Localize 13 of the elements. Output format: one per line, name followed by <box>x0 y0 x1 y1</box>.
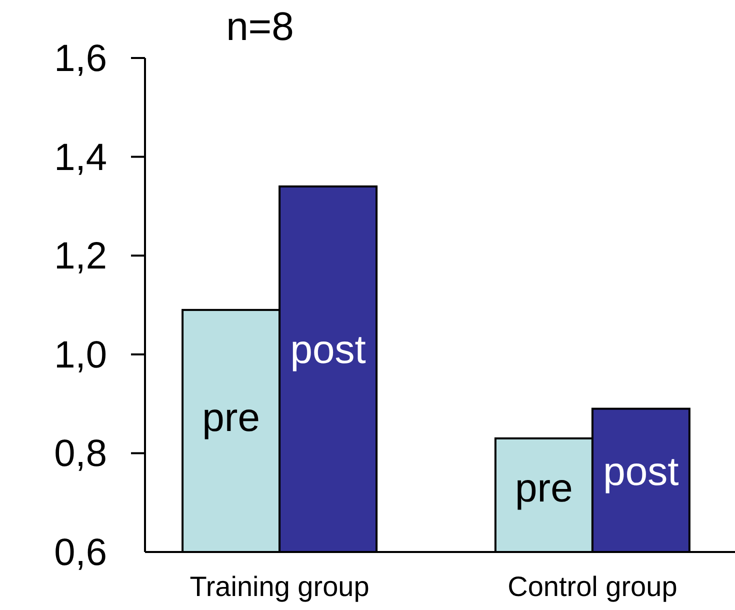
x-tick-label: Training group <box>190 571 370 602</box>
y-tick-label: 0,8 <box>54 433 107 476</box>
y-tick-label: 1,4 <box>54 136 107 179</box>
text: pre <box>515 466 573 511</box>
y-tick-label: 1,0 <box>54 334 107 376</box>
x-tick-label: Control group <box>508 571 678 602</box>
y-tick-label: 1,6 <box>54 38 107 80</box>
series-label: pre <box>202 396 260 440</box>
y-tick-label: 0,6 <box>54 532 107 574</box>
series-label: post <box>603 450 679 494</box>
y-tick-label: 1,2 <box>54 236 107 278</box>
chart-title: n=8 <box>226 5 294 49</box>
text: post <box>290 328 366 372</box>
